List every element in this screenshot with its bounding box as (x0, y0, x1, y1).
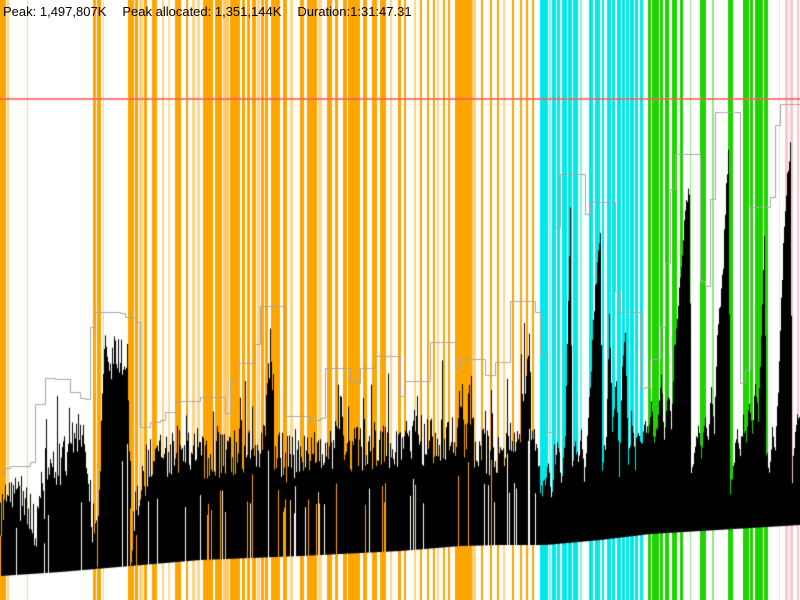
peak-allocated-value: Peak allocated: 1,351,144K (122, 3, 282, 19)
stats-header: Peak: 1,497,807K Peak allocated: 1,351,1… (3, 2, 428, 20)
peak-value: Peak: 1,497,807K (3, 3, 107, 19)
duration-value: Duration:1:31:47.31 (297, 3, 412, 19)
